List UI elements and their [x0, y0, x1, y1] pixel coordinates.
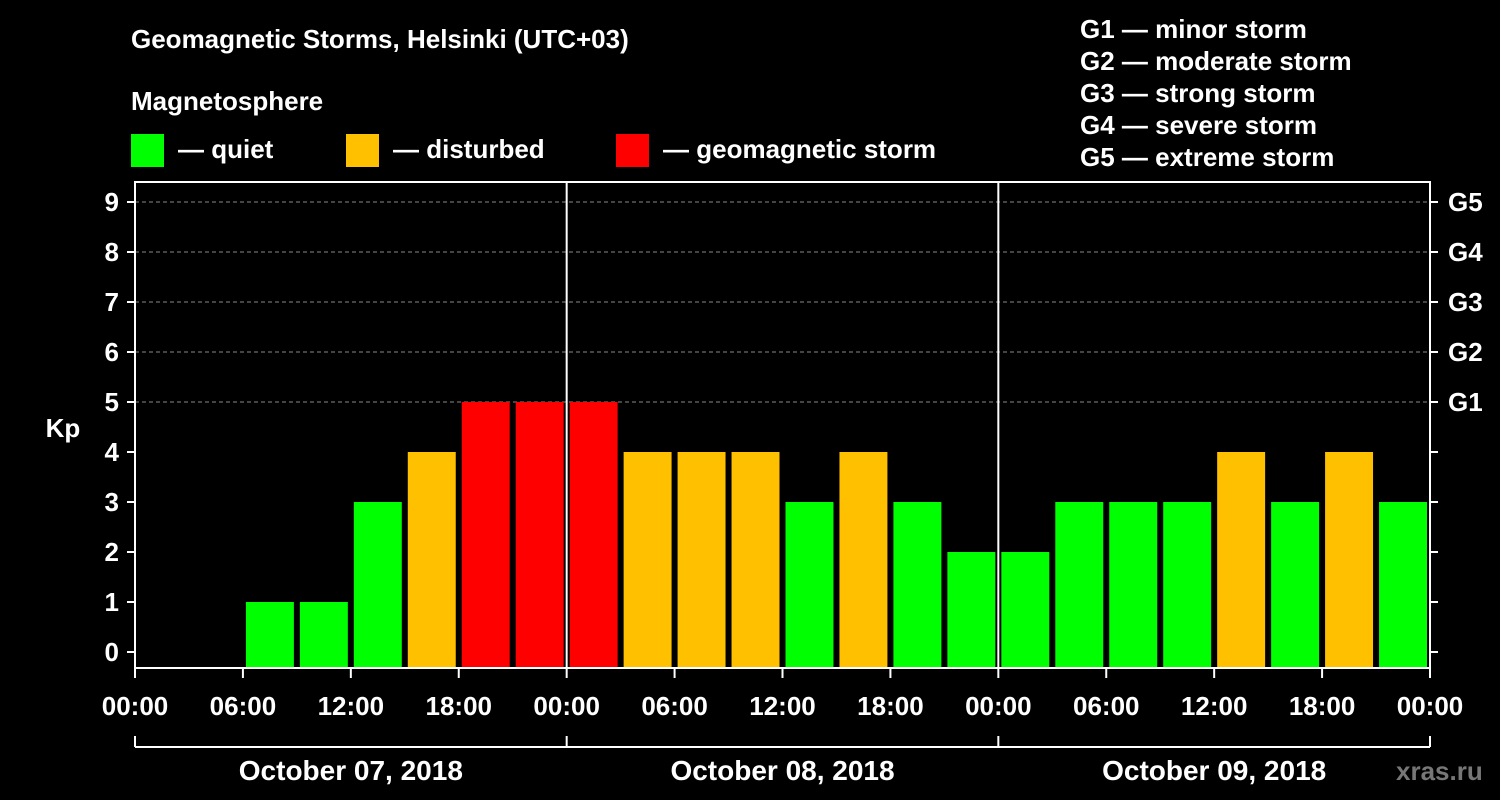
watermark: xras.ru	[1396, 756, 1483, 786]
date-label: October 08, 2018	[670, 755, 894, 786]
kp-bar	[1109, 502, 1158, 668]
magnetosphere-label: Magnetosphere	[131, 86, 324, 116]
kp-bar	[569, 402, 618, 668]
grid-lines	[135, 201, 1430, 403]
legend-disturbed-swatch	[346, 134, 379, 167]
axis-labels: 0 1 2 3 4 5 6 7 8 9 G1 G2 G3 G4 G5 Kp 00:00 06:00 12:00 18:…	[46, 187, 1484, 786]
legend-quiet-label: — quiet	[178, 134, 274, 164]
x-tick-label: 12:00	[749, 691, 816, 721]
scale-legend-g5: G5 — extreme storm	[1080, 142, 1335, 172]
chart-frame	[127, 181, 1438, 748]
kp-bar	[1055, 502, 1104, 668]
x-tick-label: 00:00	[102, 691, 169, 721]
kp-bar	[245, 602, 294, 668]
g-scale-label: G5	[1448, 187, 1483, 217]
legend-disturbed-label: — disturbed	[393, 134, 545, 164]
x-tick-label: 12:00	[1181, 691, 1248, 721]
y-tick-label: 0	[105, 637, 119, 667]
kp-bar	[1001, 552, 1050, 668]
date-label: October 07, 2018	[239, 755, 463, 786]
date-label: October 09, 2018	[1102, 755, 1326, 786]
kp-bar	[731, 452, 780, 668]
kp-bar	[785, 502, 834, 668]
y-tick-label: 6	[105, 337, 119, 367]
kp-bar	[839, 452, 888, 668]
x-tick-label: 06:00	[641, 691, 708, 721]
y-axis-label: Kp	[46, 413, 81, 443]
kp-bar	[1163, 502, 1212, 668]
kp-bar	[893, 502, 942, 668]
y-tick-label: 7	[105, 287, 119, 317]
kp-bar	[515, 402, 564, 668]
x-tick-label: 12:00	[318, 691, 385, 721]
y-tick-label: 8	[105, 237, 119, 267]
legend-storm-swatch	[616, 134, 649, 167]
x-tick-label: 18:00	[1289, 691, 1356, 721]
x-tick-label: 00:00	[533, 691, 600, 721]
y-tick-label: 5	[105, 387, 119, 417]
x-tick-label: 18:00	[426, 691, 493, 721]
y-tick-label: 3	[105, 487, 119, 517]
kp-bar	[677, 452, 726, 668]
kp-bar	[1325, 452, 1374, 668]
kp-bar	[461, 402, 510, 668]
kp-bars	[245, 402, 1427, 668]
x-tick-label: 06:00	[1073, 691, 1140, 721]
y-tick-label: 4	[105, 437, 120, 467]
scale-legend-g3: G3 — strong storm	[1080, 78, 1316, 108]
kp-bar	[299, 602, 348, 668]
y-tick-label: 9	[105, 187, 119, 217]
legend-quiet-swatch	[131, 134, 164, 167]
x-tick-label: 00:00	[1397, 691, 1464, 721]
kp-bar	[407, 452, 456, 668]
scale-legend-g1: G1 — minor storm	[1080, 14, 1307, 44]
x-tick-label: 18:00	[857, 691, 924, 721]
x-tick-label: 00:00	[965, 691, 1032, 721]
kp-bar	[623, 452, 672, 668]
kp-bar	[1379, 502, 1427, 668]
g-scale-label: G1	[1448, 387, 1483, 417]
g-scale-label: G4	[1448, 237, 1483, 267]
chart-title: Geomagnetic Storms, Helsinki (UTC+03)	[131, 24, 629, 54]
y-tick-label: 2	[105, 537, 119, 567]
kp-bar	[353, 502, 402, 668]
kp-bar	[947, 552, 996, 668]
g-scale-label: G3	[1448, 287, 1483, 317]
kp-bar	[1217, 452, 1266, 668]
x-tick-label: 06:00	[210, 691, 277, 721]
g-scale-label: G2	[1448, 337, 1483, 367]
scale-legend-g4: G4 — severe storm	[1080, 110, 1318, 140]
kp-bar	[1271, 502, 1320, 668]
y-tick-label: 1	[105, 587, 119, 617]
scale-legend-g2: G2 — moderate storm	[1080, 46, 1352, 76]
legend-storm-label: — geomagnetic storm	[663, 134, 937, 164]
